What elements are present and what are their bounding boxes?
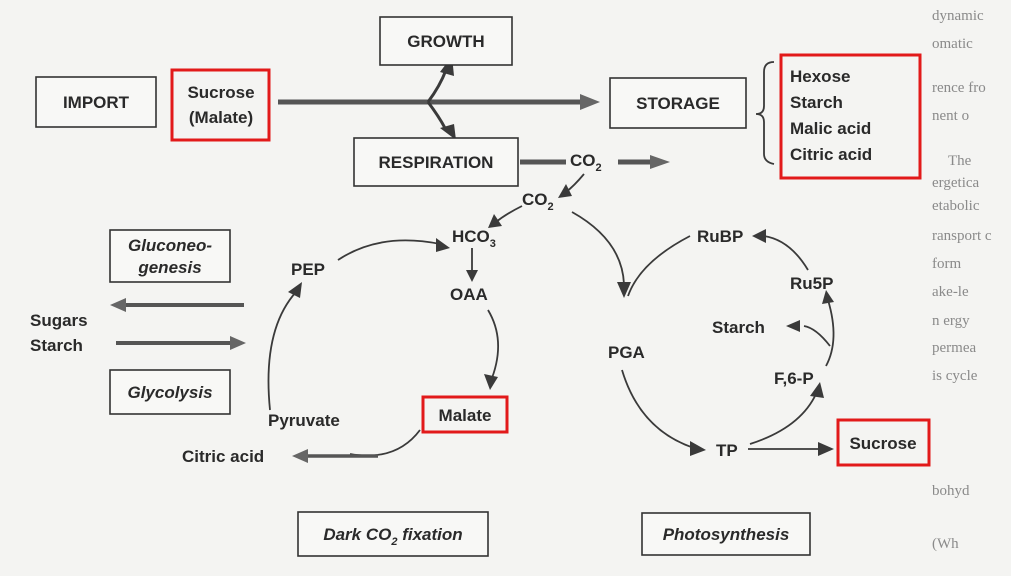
tp-to-f6p-arc bbox=[749, 393, 817, 445]
co2-release-arrowhead bbox=[650, 155, 670, 169]
bg-text-line: (Wh bbox=[932, 536, 959, 552]
growth-label: GROWTH bbox=[407, 32, 484, 51]
branch-to-respiration bbox=[426, 101, 448, 131]
bg-text-line: form bbox=[932, 256, 961, 272]
pyruvate-to-pep-arc bbox=[267, 291, 297, 411]
storage-items-highlight bbox=[779, 53, 922, 180]
co2-to-hco3-arrow bbox=[495, 205, 523, 223]
gluconeogenesis-arrowhead bbox=[110, 298, 126, 312]
f6p-arrowhead bbox=[810, 382, 824, 398]
citric-acid-arrowhead bbox=[292, 449, 308, 463]
pga-arrowhead bbox=[617, 282, 631, 298]
malate-highlight bbox=[421, 395, 509, 434]
storage-brace bbox=[755, 61, 775, 165]
bg-text-line: dynamic bbox=[932, 8, 984, 24]
citric-acid-label: Citric acid bbox=[182, 447, 264, 466]
bg-text-line: bohyd bbox=[932, 483, 970, 499]
respiration-box bbox=[353, 137, 519, 187]
growth-box bbox=[379, 16, 513, 66]
branch-to-growth bbox=[426, 69, 448, 103]
sugars-label: Sugars bbox=[30, 311, 88, 330]
sucrose-import-label: Sucrose bbox=[187, 83, 254, 102]
rubp-label: RuBP bbox=[697, 227, 743, 246]
storage-label: STORAGE bbox=[636, 94, 720, 113]
ru5p-to-rubp-arc bbox=[763, 235, 809, 271]
respiration-label: RESPIRATION bbox=[379, 153, 494, 172]
rubp-arrowhead bbox=[752, 229, 766, 243]
co2-recycle-arrow bbox=[565, 173, 585, 193]
ru5p-label: Ru5P bbox=[790, 274, 833, 293]
glycolysis-box bbox=[109, 369, 231, 415]
storage-item-citric-acid: Citric acid bbox=[790, 145, 872, 164]
tp-label: TP bbox=[716, 441, 738, 460]
starch-right-label: Starch bbox=[712, 318, 765, 337]
bg-text-line: ake-le bbox=[932, 284, 969, 300]
photosynthesis-box bbox=[641, 512, 811, 556]
co2-loop-label: CO2 bbox=[522, 190, 554, 213]
pep-arrowhead bbox=[288, 282, 302, 298]
malate-label: Malate bbox=[439, 406, 492, 425]
rubp-to-pga-arc bbox=[627, 235, 691, 297]
bg-text-line: ergetica bbox=[932, 175, 980, 191]
co2-to-pga-arrow bbox=[571, 211, 625, 285]
oaa-label: OAA bbox=[450, 285, 488, 304]
starch-right-arrowhead bbox=[786, 320, 800, 332]
dark-co2-fixation-box bbox=[297, 511, 489, 557]
tp-arrowhead bbox=[690, 441, 706, 456]
bg-text-line: etabolic bbox=[932, 198, 980, 214]
glycolysis-label: Glycolysis bbox=[127, 383, 212, 402]
pga-to-tp-arc bbox=[621, 369, 695, 449]
dark-co2-fixation-label: Dark CO2 fixation bbox=[323, 525, 462, 548]
co2-recycle-arrowhead bbox=[558, 184, 572, 198]
ru5p-arrowhead bbox=[822, 290, 834, 304]
pep-to-oaa-arc bbox=[337, 239, 441, 261]
co2-respiration-label: CO2 bbox=[570, 151, 602, 174]
starch-left-label: Starch bbox=[30, 336, 83, 355]
malate-import-label: (Malate) bbox=[189, 108, 253, 127]
bg-text-line: n ergy bbox=[932, 313, 970, 329]
background-page-text: dynamic omatic rence fro nent o The erge… bbox=[932, 8, 992, 552]
gluconeogenesis-label-2: genesis bbox=[137, 258, 201, 277]
storage-item-starch: Starch bbox=[790, 93, 843, 112]
photosynthesis-label: Photosynthesis bbox=[663, 525, 790, 544]
oaa-arrowhead-top bbox=[466, 270, 478, 282]
gluconeogenesis-box bbox=[109, 229, 231, 283]
bg-text-line: omatic bbox=[932, 36, 973, 52]
sucrose-malate-highlight bbox=[170, 68, 271, 142]
bg-text-line: ransport c bbox=[932, 228, 992, 244]
storage-item-hexose: Hexose bbox=[790, 67, 850, 86]
pga-label: PGA bbox=[608, 343, 645, 362]
pyruvate-label: Pyruvate bbox=[268, 411, 340, 430]
storage-item-malic-acid: Malic acid bbox=[790, 119, 871, 138]
f6p-label: F,6-P bbox=[774, 369, 814, 388]
pep-oaa-arrowhead bbox=[436, 238, 450, 252]
sucrose-right-highlight bbox=[836, 418, 931, 467]
bg-text-line: permea bbox=[932, 340, 976, 356]
storage-box bbox=[609, 77, 747, 129]
f6p-to-starch-arc bbox=[803, 325, 831, 347]
bg-text-line: nent o bbox=[932, 108, 969, 124]
sucrose-right-label: Sucrose bbox=[849, 434, 916, 453]
f6p-to-ru5p-arc bbox=[825, 299, 835, 367]
bg-text-line: is cycle bbox=[932, 368, 978, 384]
pep-label: PEP bbox=[291, 260, 325, 279]
respiration-arrowhead bbox=[440, 124, 456, 140]
import-label: IMPORT bbox=[63, 93, 130, 112]
bg-text-line: The bbox=[948, 153, 972, 169]
hco3-arrowhead bbox=[488, 214, 502, 228]
glycolysis-arrowhead bbox=[230, 336, 246, 350]
hco3-label: HCO3 bbox=[452, 227, 496, 250]
storage-arrowhead bbox=[580, 94, 600, 110]
bg-text-line: rence fro bbox=[932, 80, 986, 96]
oaa-to-malate-arc bbox=[487, 309, 500, 379]
gluconeogenesis-label-1: Gluconeo- bbox=[128, 236, 212, 255]
import-box bbox=[35, 76, 157, 128]
malate-arrowhead bbox=[484, 374, 498, 390]
sucrose-arrowhead bbox=[818, 442, 834, 456]
malate-to-pyruvate-arc bbox=[349, 429, 421, 457]
